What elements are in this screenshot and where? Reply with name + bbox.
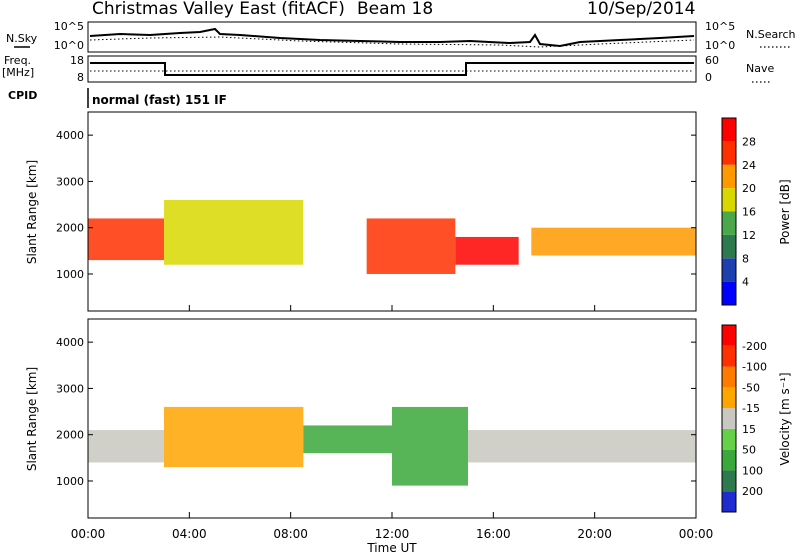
freq-unit-label: [MHz] [2,66,34,79]
power-colorbar-tick-3: 16 [742,206,756,219]
velocity-region-3 [392,406,468,486]
power-colorbar-tick-6: 28 [742,135,756,148]
power-region-0 [88,218,164,261]
velocity-colorbar-frame [721,324,737,513]
velocity-colorbar-segment-6 [722,366,736,388]
velocity-ytick-label-3: 4000 [56,336,84,349]
velocity-colorbar-segment-4 [722,408,736,429]
velocity-colorbar-segment-5 [722,387,736,409]
nave-label: Nave [746,62,774,75]
power-colorbar-segment-0 [722,281,736,305]
nsky-label: N.Sky [6,32,38,45]
freq-panel-frame [87,55,697,83]
velocity-colorbar-label: Velocity [m s⁻¹] [778,372,792,465]
power-colorbar-segment-6 [722,141,736,165]
freq-tick-bottom: 8 [77,71,84,84]
noise-tick-left-bottom: 10^0 [54,39,84,52]
station-title: Christmas Valley East (fitACF) [92,0,345,19]
freq-tick-top: 18 [70,54,84,67]
velocity-colorbar-tick-6: -100 [742,361,767,374]
power-ytick-label-3: 4000 [56,129,84,142]
power-region-4 [531,227,696,256]
power-yticks: 1000 2000 3000 4000 [56,129,696,281]
x-axis-ticks: 00:00 04:00 08:00 12:00 16:00 20:00 00:00 [71,305,714,541]
power-colorbar-tick-2: 12 [742,229,756,242]
velocity-colorbar-tick-0: 200 [742,485,763,498]
power-colorbar-frame [721,117,737,306]
velocity-yticks: 1000 2000 3000 4000 [56,336,696,488]
noise-tick-right-bottom: 10^0 [705,39,735,52]
power-region-3 [455,236,519,265]
velocity-colorbar-tick-1: 100 [742,464,763,477]
velocity-colorbar-segment-3 [722,428,736,450]
power-ytick-label-1: 2000 [56,222,84,235]
velocity-colorbar-segment-0 [722,491,736,512]
power-colorbar: 4 8 12 16 20 24 28 [721,117,756,306]
power-ylabel: Slant Range [km] [25,160,39,264]
power-marks [88,199,696,274]
power-region-1 [164,199,304,265]
nsky-trace [89,27,695,48]
velocity-colorbar-segment-2 [722,449,736,471]
velocity-colorbar-segment-8 [722,325,736,346]
nsearch-label: N.Search [746,28,796,41]
power-region-2 [366,218,456,274]
nave-tick-top: 60 [705,54,719,67]
velocity-region-4 [468,430,696,463]
x-axis-label: Time UT [366,541,417,554]
power-colorbar-tick-5: 24 [742,159,756,172]
power-colorbar-tick-0: 4 [742,276,749,289]
velocity-panel: 1000 2000 3000 4000 Slant Range [km] 200 100… [25,318,792,519]
power-colorbar-label: Power [dB] [778,179,792,244]
velocity-marks [88,406,696,486]
power-colorbar-tick-4: 20 [742,182,756,195]
power-ytick-label-2: 3000 [56,175,84,188]
freq-trace [90,62,694,76]
velocity-colorbar-tick-3: 15 [742,423,756,436]
power-colorbar-segment-7 [722,118,736,142]
velocity-colorbar-tick-5: -50 [742,381,760,394]
x-tick-label-1: 04:00 [172,527,207,541]
cpid-label: CPID [8,89,37,102]
velocity-region-0 [88,430,164,463]
velocity-ytick-label-2: 3000 [56,382,84,395]
power-colorbar-tick-1: 8 [742,252,749,265]
power-colorbar-segment-2 [722,234,736,259]
power-panel: 1000 2000 3000 4000 Slant Range [km] 4 8 12 16… [25,111,792,312]
power-ytick-label-0: 1000 [56,268,84,281]
x-tick-label-4: 16:00 [476,527,511,541]
noise-panel-frame [87,21,697,53]
velocity-region-2 [303,425,392,454]
velocity-colorbar-segment-7 [722,345,736,367]
power-colorbar-segment-5 [722,164,736,189]
velocity-colorbar-tick-2: 50 [742,444,756,457]
velocity-colorbar-tick-4: -15 [742,402,760,415]
x-tick-label-2: 08:00 [273,527,308,541]
x-tick-label-6: 00:00 [679,527,714,541]
velocity-colorbar-tick-7: -200 [742,340,767,353]
date-title: 10/Sep/2014 [587,0,695,19]
velocity-ytick-label-1: 2000 [56,429,84,442]
beam-title: Beam 18 [357,0,433,19]
freq-label: Freq. [4,54,31,67]
x-tick-label-5: 20:00 [577,527,612,541]
velocity-colorbar: 200 100 50 15 -15 -50 -100 -200 [721,324,767,513]
noise-tick-left-top: 10^5 [54,20,84,33]
power-colorbar-segment-3 [722,211,736,235]
nave-tick-bottom: 0 [705,71,712,84]
velocity-ylabel: Slant Range [km] [25,367,39,471]
power-colorbar-segment-4 [722,188,736,212]
noise-tick-right-top: 10^5 [705,20,735,33]
x-tick-label-3: 12:00 [375,527,410,541]
velocity-region-1 [164,406,304,468]
velocity-colorbar-segment-1 [722,470,736,492]
cpid-text: normal (fast) 151 IF [92,93,227,107]
velocity-ytick-label-0: 1000 [56,475,84,488]
power-colorbar-segment-1 [722,258,736,282]
x-tick-label-0: 00:00 [71,527,106,541]
